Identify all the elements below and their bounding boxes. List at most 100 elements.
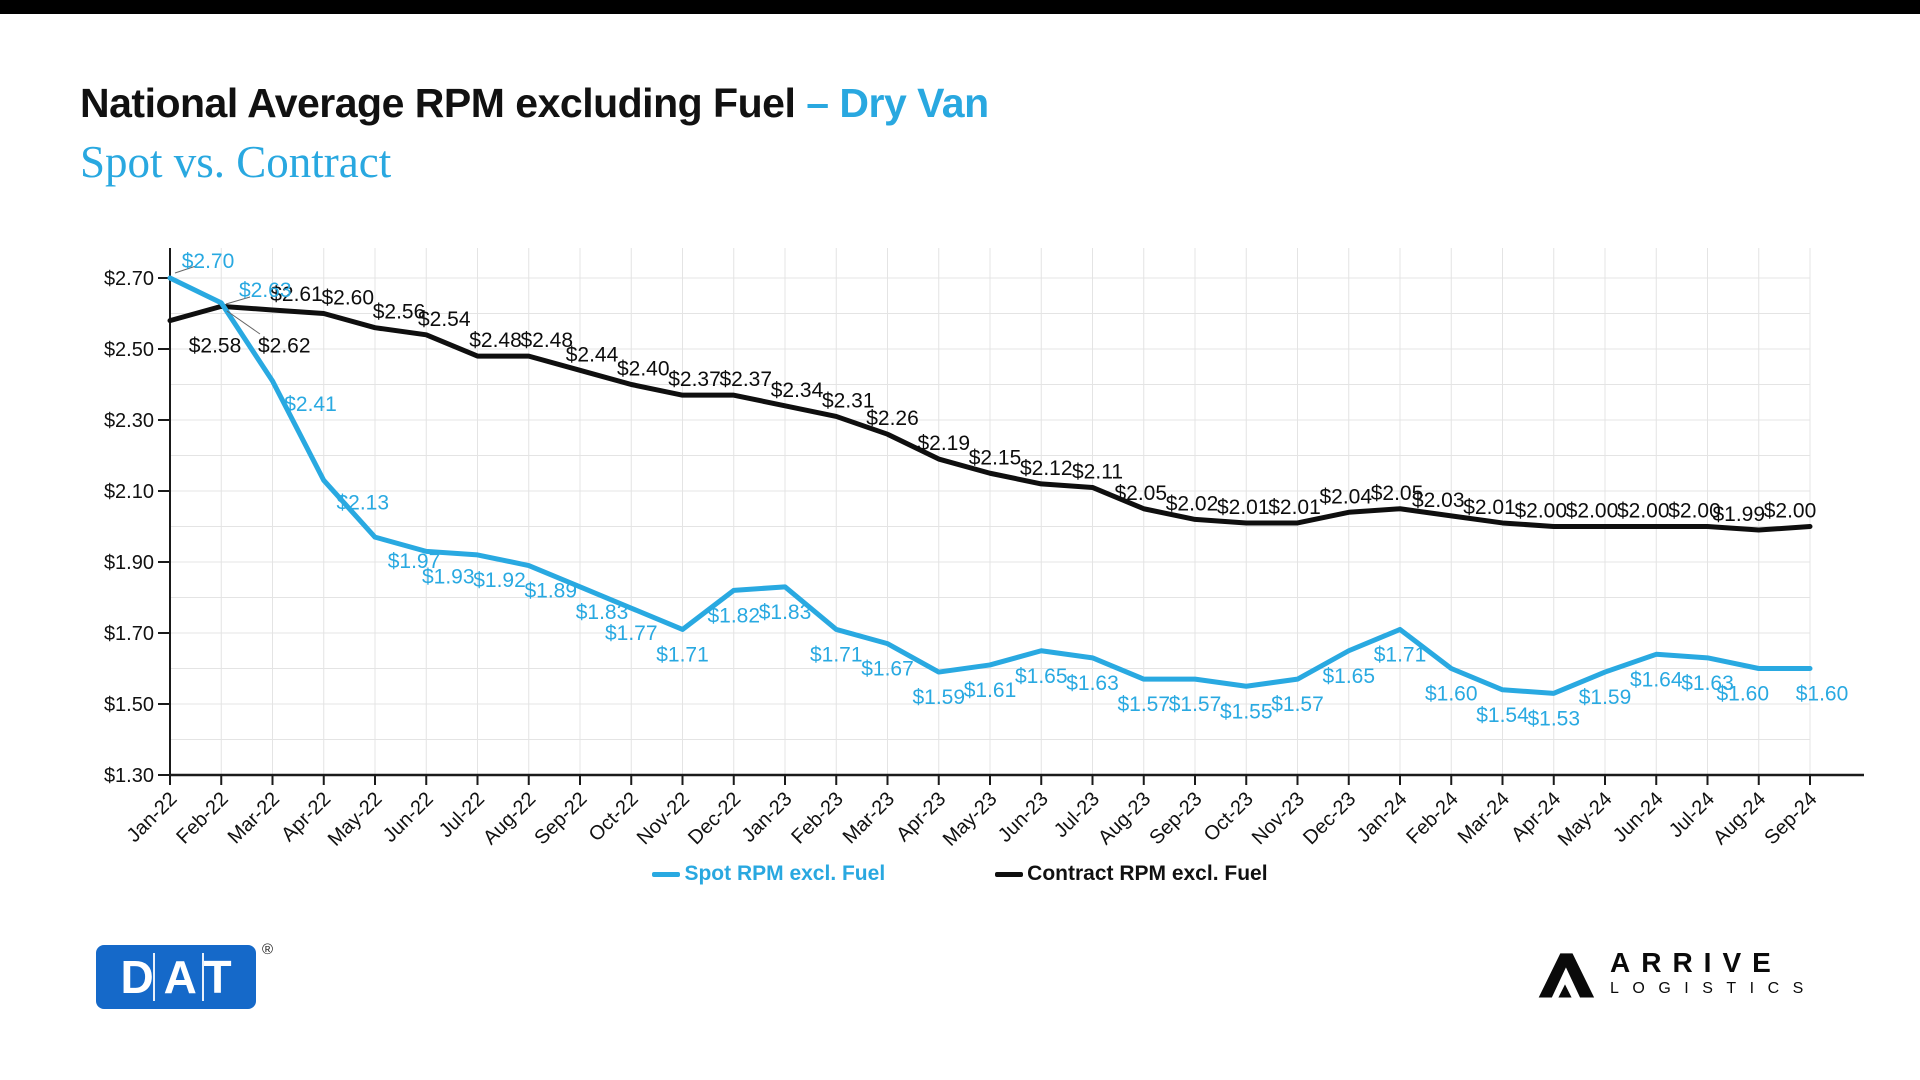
legend-item-contract: Contract RPM excl. Fuel: [995, 862, 1268, 886]
contract-line-swatch-icon: [995, 871, 1024, 877]
legend-spot-label: Spot RPM excl. Fuel: [684, 862, 886, 885]
y-tick-label: $2.50: [104, 339, 154, 361]
x-tick-label: Sep-22: [530, 788, 591, 849]
arrive-mark-icon: [1538, 953, 1595, 998]
spot-data-label: $1.93: [422, 565, 475, 588]
contract-data-label: $2.48: [520, 329, 573, 352]
spot-data-label: $2.41: [284, 393, 337, 416]
contract-data-label: $2.54: [418, 308, 471, 331]
y-tick-label: $2.30: [104, 410, 154, 432]
spot-data-label: $1.63: [1681, 672, 1734, 695]
contract-data-label: $2.01: [1463, 496, 1516, 519]
contract-data-label: $2.37: [719, 368, 772, 391]
x-tick-label: Jun-23: [994, 788, 1053, 847]
x-tick-label: May-24: [1554, 788, 1617, 851]
contract-data-label: $2.40: [617, 358, 670, 381]
spot-data-label: $1.60: [1716, 683, 1769, 706]
title-dry-van: – Dry Van: [806, 80, 989, 126]
x-tick-label: Feb-22: [172, 788, 232, 848]
contract-data-label: $2.19: [917, 432, 970, 455]
contract-data-label: $2.62: [258, 334, 311, 357]
contract-data-label: $2.04: [1319, 485, 1372, 508]
legend-item-spot: Spot RPM excl. Fuel: [652, 862, 885, 886]
x-tick-label: Nov-23: [1248, 788, 1309, 849]
spot-data-label: $1.89: [524, 580, 577, 603]
spot-data-label: $1.83: [576, 601, 629, 624]
y-tick-label: $2.70: [104, 268, 154, 290]
spot-data-label: $1.64: [1630, 668, 1683, 691]
y-tick-label: $1.90: [104, 552, 154, 574]
spot-data-label: $1.57: [1117, 693, 1170, 716]
arrive-name: ARRIVE: [1610, 947, 1782, 979]
x-tick-label: Nov-22: [633, 788, 694, 849]
x-tick-label: May-23: [939, 788, 1002, 851]
contract-data-label: $2.01: [1268, 496, 1321, 519]
label-leader-line: [226, 310, 261, 335]
x-tick-label: Feb-24: [1402, 788, 1462, 848]
spot-data-label: $1.82: [707, 604, 760, 627]
x-tick-label: Dec-23: [1299, 788, 1360, 849]
contract-data-label: $2.11: [1072, 460, 1123, 483]
x-tick-label: Aug-24: [1709, 788, 1770, 849]
contract-data-label: $2.00: [1668, 500, 1721, 523]
spot-data-label: $1.57: [1271, 693, 1324, 716]
spot-line-swatch-icon: [652, 871, 681, 877]
arrive-logistics-logo: ARRIVE LOGISTICS: [1534, 948, 1817, 1000]
contract-data-label: $2.61: [270, 283, 323, 306]
y-tick-label: $2.10: [104, 481, 154, 503]
contract-data-label: $2.60: [321, 287, 374, 310]
dat-logo: DAT: [96, 945, 256, 1009]
legend-contract-label: Contract RPM excl. Fuel: [1027, 862, 1268, 885]
contract-data-label: $2.31: [822, 389, 875, 412]
page-title: National Average RPM excluding Fuel – Dr…: [80, 80, 989, 127]
x-tick-label: Mar-23: [839, 788, 899, 848]
chart-legend: Spot RPM excl. Fuel Contract RPM excl. F…: [0, 862, 1920, 886]
contract-data-label: $2.56: [373, 301, 426, 324]
spot-data-label: $2.63: [239, 279, 292, 302]
spot-data-label: $1.63: [1066, 672, 1119, 695]
spot-data-label: $1.71: [1374, 643, 1427, 666]
spot-data-label: $1.53: [1527, 707, 1580, 730]
y-tick-label: $1.70: [104, 623, 154, 645]
spot-data-label: $1.65: [1322, 665, 1375, 688]
x-tick-label: Sep-23: [1145, 788, 1206, 849]
contract-data-label: $2.00: [1764, 500, 1817, 523]
spot-data-label: $1.54: [1476, 704, 1529, 727]
x-tick-label: Oct-22: [585, 788, 643, 846]
contract-data-label: $2.12: [1020, 457, 1073, 480]
spot-data-label: $1.59: [912, 686, 965, 709]
dat-registered-mark: ®: [262, 941, 274, 958]
label-leader-line: [174, 265, 197, 274]
contract-data-label: $2.44: [566, 343, 619, 366]
spot-data-label: $2.70: [182, 250, 235, 273]
page-subtitle: Spot vs. Contract: [80, 137, 392, 187]
y-tick-label: $1.30: [104, 765, 154, 787]
spot-data-label: $1.83: [759, 601, 812, 624]
x-tick-label: May-22: [324, 788, 387, 851]
contract-data-label: $2.00: [1514, 500, 1567, 523]
x-tick-label: Jan-24: [1353, 788, 1412, 847]
top-bar: [0, 0, 1920, 14]
contract-data-label: $2.00: [1617, 500, 1670, 523]
contract-data-label: $2.34: [771, 379, 824, 402]
spot-data-label: $1.65: [1015, 665, 1068, 688]
x-tick-label: Jan-23: [738, 788, 797, 847]
spot-data-label: $1.71: [810, 643, 863, 666]
x-tick-label: Jun-22: [379, 788, 438, 847]
x-tick-label: Jan-22: [123, 788, 182, 847]
spot-data-label: $1.71: [656, 643, 709, 666]
spot-data-label: $1.57: [1169, 693, 1222, 716]
contract-data-label: $2.26: [866, 407, 919, 430]
contract-data-label: $2.02: [1166, 492, 1219, 515]
dat-logo-text: DAT: [120, 951, 242, 1003]
contract-data-label: $2.15: [969, 446, 1022, 469]
x-tick-label: Sep-24: [1760, 788, 1821, 849]
spot-data-label: $1.60: [1425, 683, 1478, 706]
contract-data-label: $2.48: [469, 329, 522, 352]
spot-data-label: $1.59: [1579, 686, 1632, 709]
contract-data-label: $2.05: [1114, 482, 1167, 505]
spot-data-label: $1.77: [605, 622, 658, 645]
spot-data-label: $1.61: [964, 679, 1017, 702]
spot-data-label: $1.92: [473, 569, 526, 592]
